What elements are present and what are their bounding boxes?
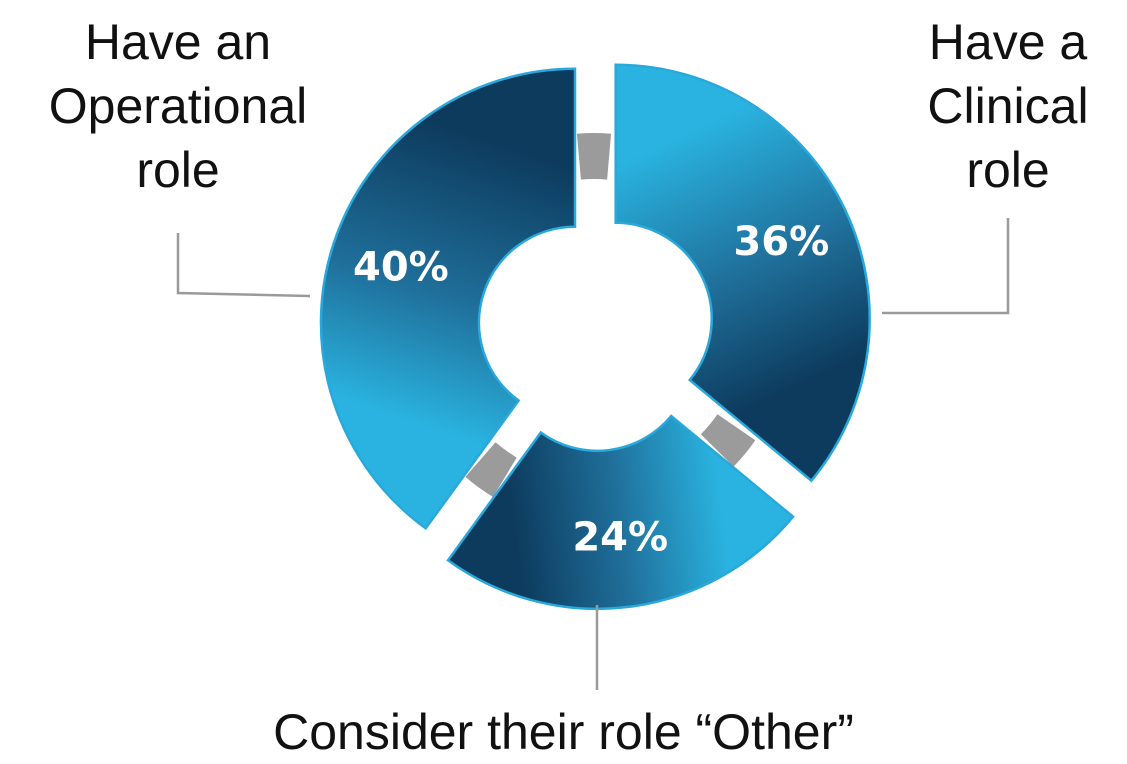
label-line: role <box>136 142 220 198</box>
value-labels: 40% 36% 24% <box>353 219 829 561</box>
gap-wedge <box>465 442 517 497</box>
label-line: role <box>966 142 1050 198</box>
value-label-other: 24% <box>572 514 668 560</box>
leader-lines <box>176 218 1010 690</box>
value-label-clinical: 36% <box>733 219 829 265</box>
leader-line-operational <box>176 233 311 298</box>
value-label-operational: 40% <box>353 244 449 290</box>
label-clinical-role: Have a Clinical role <box>890 10 1126 202</box>
label-operational-role: Have an Operational role <box>0 10 356 202</box>
slice-operational <box>319 67 577 531</box>
slice-clinical <box>614 63 871 483</box>
label-other-role: Consider their role “Other” <box>0 700 1127 764</box>
gap-wedges <box>465 132 756 497</box>
leader-line-clinical <box>882 218 1010 315</box>
label-line: Operational <box>48 78 308 134</box>
gap-wedge <box>700 414 756 467</box>
slices <box>319 63 871 611</box>
label-line: Have an <box>84 14 272 70</box>
label-line: Have a <box>928 14 1088 70</box>
slice-other <box>446 414 795 611</box>
gap-wedge <box>576 132 612 180</box>
label-line: Consider their role “Other” <box>273 704 854 760</box>
label-line: Clinical <box>927 78 1089 134</box>
